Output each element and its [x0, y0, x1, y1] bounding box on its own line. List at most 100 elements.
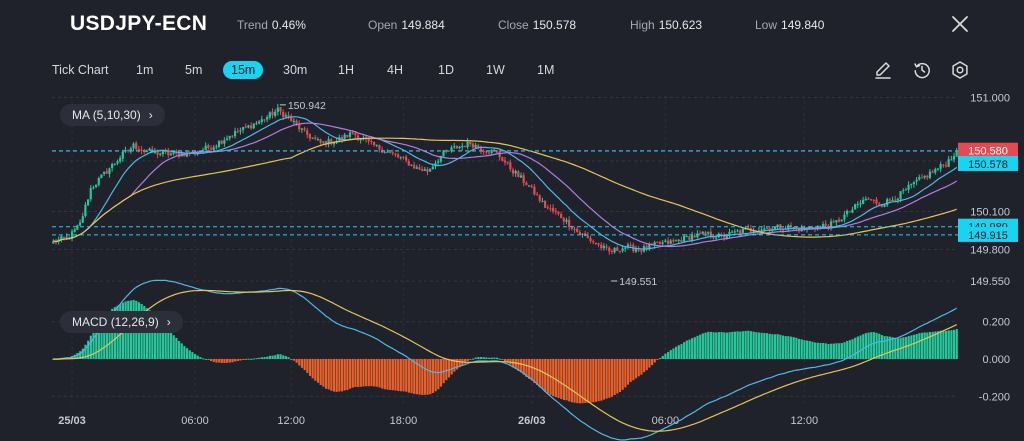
macd-bar — [808, 341, 811, 359]
macd-bar — [904, 336, 908, 359]
candle — [701, 231, 704, 234]
macd-bar — [699, 334, 702, 359]
timeframe-tick-chart[interactable]: Tick Chart — [52, 63, 109, 77]
macd-bar — [338, 359, 341, 392]
macd-bar — [145, 308, 149, 359]
candle — [474, 144, 477, 148]
candle — [308, 134, 312, 139]
candle — [535, 194, 539, 196]
time-tick-label: 25/03 — [58, 415, 86, 427]
candle — [220, 140, 223, 144]
timeframe-1d[interactable]: 1D — [438, 63, 454, 77]
candle — [73, 229, 76, 232]
candle — [634, 249, 638, 252]
candle — [402, 156, 405, 158]
candle — [613, 247, 616, 253]
macd-bar — [749, 331, 753, 359]
timeframe-1w[interactable]: 1W — [486, 63, 505, 77]
macd-bar — [156, 318, 159, 359]
candle — [60, 236, 63, 240]
macd-bar — [153, 315, 157, 359]
candle — [608, 247, 611, 252]
timeframe-1h[interactable]: 1H — [338, 63, 354, 77]
candle — [674, 240, 678, 242]
candle — [709, 231, 712, 238]
macd-bar — [418, 359, 421, 395]
macd-bar — [822, 342, 825, 359]
macd-bar — [92, 331, 95, 359]
macd-bar — [391, 359, 394, 391]
macd-tick-label: -0.200 — [979, 391, 1010, 403]
timeframe-4h[interactable]: 4H — [387, 63, 403, 77]
macd-bar — [709, 331, 712, 359]
timeframe-1mo[interactable]: 1M — [537, 63, 555, 77]
candle — [343, 134, 346, 139]
candle — [926, 175, 929, 178]
macd-indicator-pill[interactable]: MACD (12,26,9) › — [60, 311, 183, 333]
macd-bar — [854, 337, 857, 359]
candle — [875, 199, 878, 204]
macd-bar — [715, 332, 718, 359]
macd-bar — [952, 329, 956, 359]
candle — [661, 242, 664, 244]
macd-bar — [872, 332, 876, 359]
macd-bar — [212, 359, 215, 362]
timeframe-5m[interactable]: 5m — [185, 63, 203, 77]
candle — [848, 211, 851, 213]
candle — [629, 244, 632, 246]
close-button[interactable] — [948, 12, 972, 36]
candle — [378, 144, 381, 150]
candle — [648, 244, 651, 249]
candle — [883, 204, 886, 207]
candle — [322, 141, 325, 143]
candle — [111, 164, 114, 169]
macd-bar — [894, 337, 897, 359]
candle — [862, 199, 865, 204]
timer-icon — [914, 62, 930, 79]
settings-button[interactable] — [950, 60, 970, 80]
candle — [527, 185, 531, 187]
macd-bar — [151, 312, 154, 359]
macd-bar — [883, 336, 886, 359]
timer-button[interactable] — [912, 60, 932, 80]
macd-bar — [870, 332, 873, 359]
macd-bar — [477, 357, 480, 359]
macd-bar — [108, 311, 111, 359]
timeframe-1m[interactable]: 1m — [136, 63, 154, 77]
candle — [177, 152, 181, 157]
candle — [282, 111, 285, 118]
timeframe-30m[interactable]: 30m — [283, 63, 308, 77]
timeframe-15m[interactable]: 15m — [223, 61, 264, 79]
macd-bar — [664, 353, 667, 359]
macd-bar — [314, 359, 317, 381]
macd-bar — [795, 337, 798, 359]
macd-tick-label: 0.000 — [982, 354, 1010, 366]
macd-bar — [880, 335, 884, 359]
candle — [405, 156, 408, 161]
macd-bar — [541, 359, 544, 390]
candle — [233, 131, 237, 137]
macd-bar — [319, 359, 322, 386]
ma-line — [53, 122, 958, 248]
candle — [552, 207, 555, 212]
candle — [89, 188, 92, 200]
macd-bar — [838, 343, 841, 359]
candle — [354, 133, 357, 136]
candle — [832, 221, 835, 223]
macd-bar — [862, 334, 865, 359]
macd-bar — [290, 359, 293, 360]
candle — [295, 120, 298, 125]
macd-bar — [573, 359, 576, 403]
draw-tool-button[interactable] — [873, 60, 893, 80]
ma-indicator-pill[interactable]: MA (5,10,30) › — [60, 104, 165, 126]
macd-bar — [843, 342, 846, 359]
candle — [482, 151, 485, 153]
candle — [135, 143, 138, 149]
macd-bar — [856, 336, 859, 359]
candle — [487, 152, 491, 154]
macd-bar — [530, 359, 533, 381]
candle — [578, 232, 581, 235]
macd-bar — [707, 331, 710, 359]
macd-bar — [426, 359, 429, 395]
